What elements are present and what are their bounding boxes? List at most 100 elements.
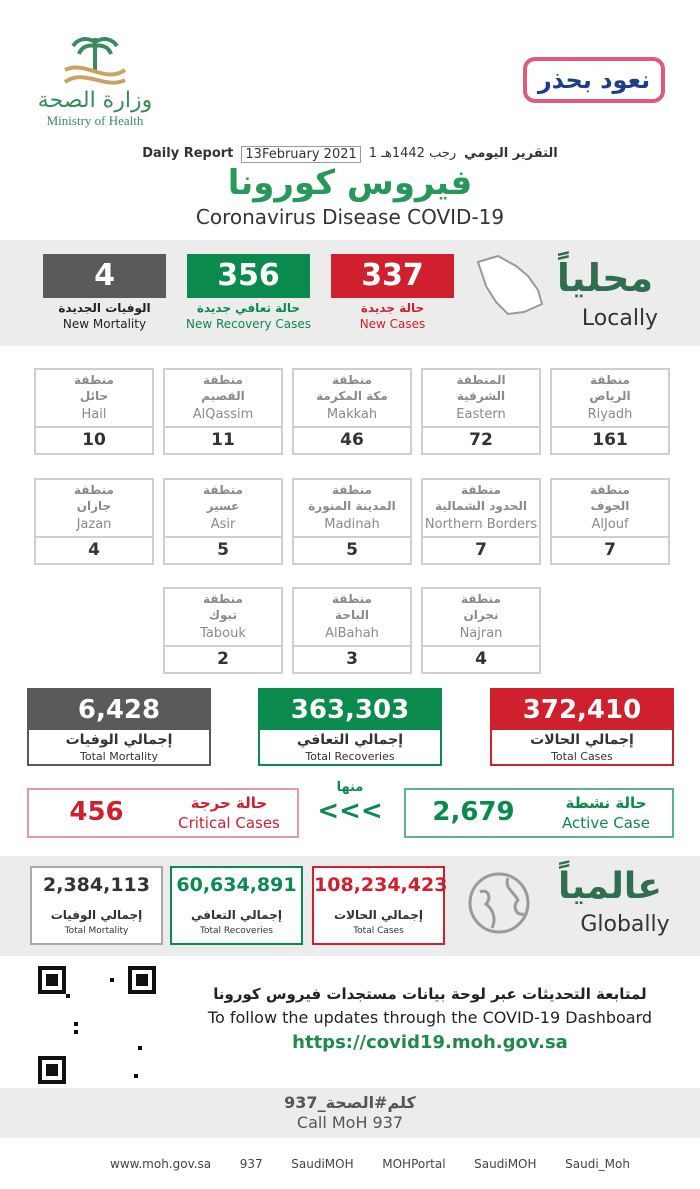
region-divider — [165, 426, 281, 428]
footer-link[interactable]: MOHPortal — [382, 1157, 446, 1171]
local-value: 4 — [43, 254, 166, 298]
footer-link[interactable]: SaudiMOH — [474, 1157, 537, 1171]
region-ar2: المدينة المنورة — [308, 499, 396, 513]
global-card: 60,634,891 إجمالي التعافي Total Recoveries — [170, 866, 303, 945]
region-ar1: منطقة — [203, 483, 243, 497]
call-band — [0, 1088, 700, 1138]
footer-link[interactable]: www.moh.gov.sa — [110, 1157, 212, 1171]
local-label-en: New Recovery Cases — [185, 317, 312, 331]
region-ar1: منطقة — [461, 592, 501, 606]
region-ar1: منطقة — [332, 373, 372, 387]
arrows: <<< — [317, 796, 383, 826]
region-value: 10 — [82, 430, 106, 450]
campaign-badge: نعود بحذر — [523, 57, 665, 103]
total-value: 6,428 — [29, 690, 209, 730]
region-divider — [294, 536, 410, 538]
region-divider — [36, 536, 152, 538]
local-label-en: New Mortality — [62, 317, 147, 331]
region-divider — [552, 536, 668, 538]
region-card: منطقة عسير Asir 5 — [163, 478, 283, 565]
global-card: 2,384,113 إجمالي الوفيات Total Mortality — [30, 866, 163, 945]
region-en: AlJouf — [591, 517, 629, 532]
region-ar2: نجران — [463, 608, 499, 622]
footer-link[interactable]: Saudi_Moh — [565, 1157, 630, 1171]
ministry-ar: وزارة الصحة — [37, 88, 153, 113]
region-card: منطقة القصيم AlQassim 11 — [163, 368, 283, 455]
local-value: 337 — [331, 254, 454, 298]
local-label-ar: حالة جديدة — [360, 301, 425, 315]
dashboard-text-ar: لمتابعة التحديثات عبر لوحة بيانات مستجدا… — [213, 985, 647, 1003]
report-en: Daily Report — [142, 146, 234, 161]
region-ar2: جازان — [76, 499, 112, 513]
region-en: Northern Borders — [424, 517, 538, 532]
region-divider — [294, 426, 410, 428]
region-ar2: الشرقية — [456, 389, 506, 403]
local-label-ar: الوفيات الجديدة — [58, 301, 151, 315]
global-label-ar: إجمالي الحالات — [334, 908, 423, 922]
critical-label-en: Critical Cases — [178, 814, 280, 832]
footer: www.moh.gov.sa 937 SaudiMOH MOHPortal SaudiM… — [110, 1157, 630, 1171]
region-en: Jazan — [76, 517, 112, 532]
footer-link[interactable]: 937 — [239, 1157, 263, 1171]
total-label-ar: إجمالي التعافي — [296, 732, 404, 748]
local-label-ar: محلياً — [556, 256, 654, 300]
dashboard-text-en: To follow the updates through the COVID-… — [207, 1008, 653, 1027]
region-ar2: الرياض — [589, 389, 631, 403]
local-value: 356 — [187, 254, 310, 298]
call-en: Call MoH 937 — [296, 1113, 404, 1132]
total-value: 363,303 — [260, 690, 440, 730]
qr-module — [74, 1030, 78, 1034]
report-line: Daily Report 13February 2021 1 رجب 1442ه… — [0, 146, 700, 163]
global-value: 108,234,423 — [314, 874, 448, 896]
region-en: Eastern — [456, 407, 506, 422]
total-label-ar: إجمالي الوفيات — [65, 732, 173, 748]
region-value: 7 — [604, 540, 616, 560]
global-label-en: Globally — [580, 912, 670, 937]
report-date: 13February 2021 — [241, 146, 361, 163]
globe-icon — [468, 872, 530, 934]
region-card: منطقة مكة المكرمة Makkah 46 — [292, 368, 412, 455]
qr-module — [110, 978, 114, 982]
region-value: 5 — [346, 540, 358, 560]
region-en: Makkah — [326, 407, 378, 422]
region-card: منطقة الجوف AlJouf 7 — [550, 478, 670, 565]
title-ar: فيروس كورونا — [227, 163, 473, 203]
critical-value: 456 — [69, 797, 124, 827]
saudi-map — [476, 254, 544, 316]
region-ar1: منطقة — [74, 373, 114, 387]
region-ar2: حائل — [79, 389, 109, 403]
region-card: منطقة الباحة AlBahah 3 — [292, 587, 412, 674]
total-card: 6,428 إجمالي الوفيات Total Mortality — [27, 688, 211, 766]
region-en: Hail — [81, 407, 107, 422]
footer-link[interactable]: SaudiMOH — [291, 1157, 354, 1171]
of-which: منها — [336, 780, 364, 795]
total-label-en: Total Recoveries — [305, 750, 395, 763]
local-label-en: New Cases — [359, 317, 426, 331]
total-card: 363,303 إجمالي التعافي Total Recoveries — [258, 688, 442, 766]
region-value: 11 — [211, 430, 235, 450]
qr-module — [136, 974, 148, 986]
global-label-en: Total Mortality — [64, 926, 129, 936]
local-label-en: Locally — [581, 306, 659, 331]
qr-module — [46, 974, 58, 986]
region-ar2: القصيم — [201, 389, 245, 403]
global-label-ar: إجمالي الوفيات — [50, 908, 143, 922]
global-card: 108,234,423 إجمالي الحالات Total Cases — [312, 866, 448, 945]
region-ar1: منطقة — [461, 483, 501, 497]
region-ar1: منطقة — [203, 373, 243, 387]
region-value: 2 — [217, 649, 229, 669]
total-value: 372,410 — [492, 690, 672, 730]
region-divider — [423, 536, 539, 538]
total-card: 372,410 إجمالي الحالات Total Cases — [490, 688, 674, 766]
critical-card: حالة حرجة Critical Cases 456 — [27, 788, 299, 838]
total-label-en: Total Cases — [551, 750, 613, 763]
region-divider — [36, 426, 152, 428]
region-value: 161 — [592, 430, 628, 450]
region-en: AlBahah — [325, 626, 379, 641]
dashboard-url[interactable]: https://covid19.moh.gov.sa — [292, 1032, 568, 1053]
total-label-en: Total Mortality — [80, 750, 158, 763]
region-value: 4 — [475, 649, 487, 669]
region-ar1: منطقة — [74, 483, 114, 497]
active-card: حالة نشطة Active Case 2,679 — [404, 788, 674, 838]
